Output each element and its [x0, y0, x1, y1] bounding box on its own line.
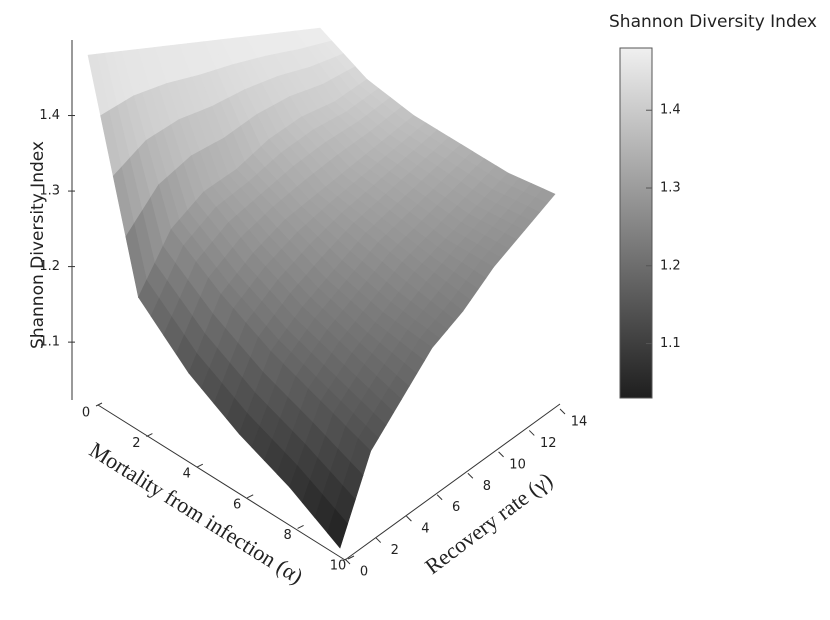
y-axis [344, 403, 561, 561]
surface-patch [327, 508, 349, 549]
y-tick [406, 515, 412, 522]
x-tick [95, 402, 103, 407]
x-tick-label: 0 [82, 406, 90, 421]
y-tick [436, 494, 443, 501]
y-tick [467, 472, 474, 479]
z-tick-label: 1.4 [39, 108, 60, 123]
colorbar-tick-label: 1.4 [660, 103, 681, 118]
y-tick-label: 6 [452, 500, 460, 515]
z-tick-label: 1.1 [39, 335, 60, 350]
y-tick [375, 537, 382, 543]
y-tick-label: 0 [360, 565, 368, 580]
y-tick-label: 8 [483, 479, 491, 494]
z-axis-label: Shannon Diversity Index [28, 141, 48, 349]
colorbar-tick-label: 1.2 [660, 258, 681, 273]
x-tick [297, 524, 304, 529]
y-tick [528, 430, 535, 436]
colorbar-tick-label: 1.3 [660, 181, 681, 196]
y-tick-label: 12 [540, 436, 557, 451]
x-tick-label: 6 [233, 497, 241, 512]
z-tick-label: 1.2 [39, 259, 60, 274]
surface [87, 27, 556, 549]
x-tick [347, 555, 355, 560]
y-tick-label: 14 [571, 415, 588, 430]
x-tick-label: 10 [330, 559, 347, 574]
y-tick [559, 408, 566, 415]
x-tick-label: 8 [283, 528, 291, 543]
x-tick [246, 494, 254, 499]
x-axis [97, 404, 346, 561]
x-tick-label: 4 [183, 467, 191, 482]
x-tick [146, 433, 153, 438]
z-tick-label: 1.3 [39, 184, 60, 199]
y-tick-label: 4 [421, 522, 429, 537]
x-tick-label: 2 [132, 436, 140, 451]
colorbar-title: Shannon Diversity Index [609, 12, 817, 32]
x-tick [196, 463, 204, 468]
y-tick [344, 558, 351, 565]
y-tick [498, 451, 504, 458]
y-tick-label: 10 [509, 457, 526, 472]
y-tick-label: 2 [391, 543, 399, 558]
colorbar [619, 47, 653, 399]
colorbar-tick-label: 1.1 [660, 336, 681, 351]
